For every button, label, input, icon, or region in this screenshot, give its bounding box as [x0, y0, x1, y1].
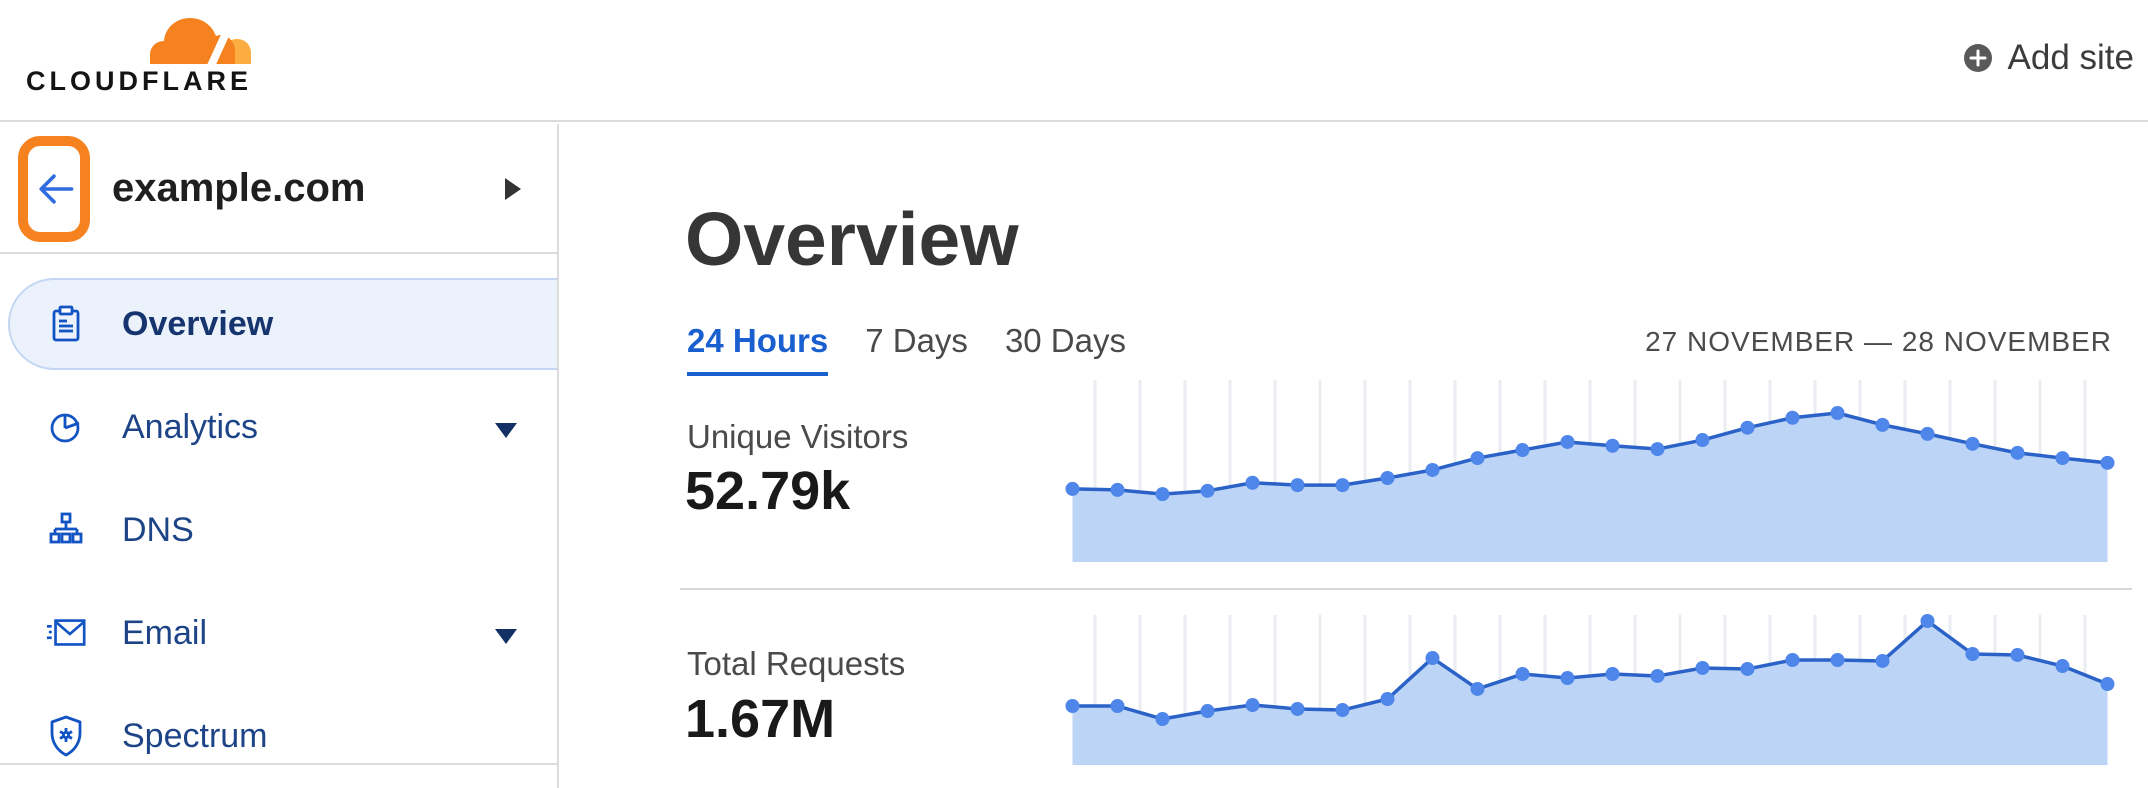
back-arrow-icon [39, 174, 74, 204]
divider [680, 588, 2132, 590]
sidebar-item-spectrum[interactable]: Spectrum [0, 690, 557, 782]
unique-visitors-chart[interactable] [1065, 380, 2115, 562]
chevron-right-icon[interactable] [505, 178, 521, 200]
add-site-label: Add site [2007, 38, 2134, 77]
total-requests-label: Total Requests [687, 645, 906, 682]
sidebar-item-label: Overview [122, 304, 274, 343]
sidebar-item-dns[interactable]: DNS [0, 484, 557, 576]
dns-tree-icon [46, 510, 88, 550]
sidebar-item-label: Analytics [122, 407, 259, 446]
sidebar-item-label: Email [122, 613, 208, 652]
sidebar-item-label: Spectrum [122, 716, 268, 755]
cloudflare-cloud-icon [150, 18, 251, 66]
chevron-down-icon [495, 423, 517, 438]
divider [0, 252, 559, 254]
tab-7-days[interactable]: 7 Days [865, 322, 968, 359]
page-title: Overview [685, 197, 1019, 281]
site-name: example.com [112, 166, 366, 210]
sidebar-item-analytics[interactable]: Analytics [0, 381, 557, 473]
logo-wordmark: CLOUDFLARE [26, 66, 252, 96]
date-range-label: 27 NOVEMBER — 28 NOVEMBER [1645, 326, 2112, 357]
plus-circle-icon [1963, 44, 1992, 72]
unique-visitors-label: Unique Visitors [687, 418, 909, 455]
back-button[interactable] [18, 136, 90, 242]
sidebar-item-email[interactable]: Email [0, 587, 557, 679]
cloudflare-logo[interactable]: CLOUDFLARE [26, 4, 266, 116]
chevron-down-icon [495, 629, 517, 644]
email-envelope-icon [46, 616, 88, 650]
tab-30-days[interactable]: 30 Days [1004, 322, 1126, 359]
unique-visitors-value: 52.79k [685, 461, 851, 521]
shield-asterisk-icon [46, 714, 88, 758]
tab-24-hours[interactable]: 24 Hours [687, 322, 829, 376]
divider [0, 763, 559, 765]
sidebar-item-overview[interactable]: Overview [8, 278, 557, 370]
sidebar: example.com Overview [0, 124, 559, 788]
total-requests-chart[interactable] [1065, 614, 2115, 765]
time-range-tabs: 24 Hours 7 Days 30 Days [687, 322, 1126, 376]
pie-chart-icon [46, 407, 88, 447]
top-header: CLOUDFLARE Add site [0, 0, 2148, 122]
clipboard-icon [46, 304, 88, 344]
total-requests-value: 1.67M [685, 689, 836, 749]
add-site-button[interactable]: Add site [1963, 38, 2134, 78]
sidebar-item-label: DNS [122, 510, 194, 549]
